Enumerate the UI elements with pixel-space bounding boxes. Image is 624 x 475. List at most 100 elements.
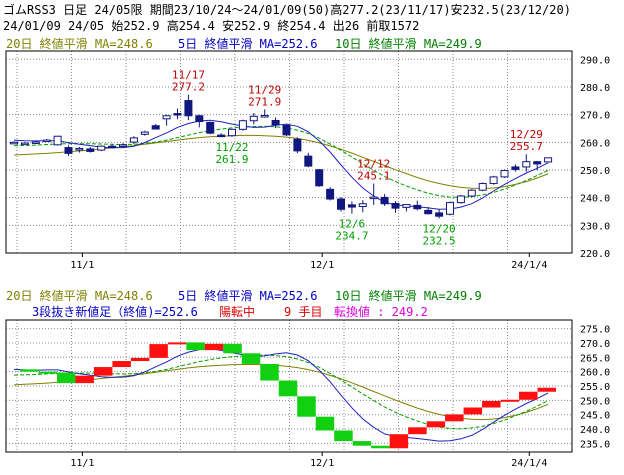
line-break-brick [223, 343, 242, 354]
top-grid [6, 51, 572, 254]
bottom-x-tick-label: 24/1/4 [511, 458, 547, 469]
bottom-y-tick-label: 250.0 [580, 396, 610, 407]
line-break-brick [297, 396, 316, 417]
candle-body [478, 183, 487, 191]
bottom-x-tick-label: 12/1 [310, 458, 334, 469]
bottom-legend-reversal: 陽転中 [219, 304, 255, 319]
line-break-brick [371, 445, 390, 449]
line-break-brick [519, 391, 538, 400]
line-break-brick [445, 414, 464, 422]
candle-body [456, 195, 465, 204]
candle-body [140, 131, 149, 135]
annotation-date: 12/12 [357, 158, 390, 171]
top-y-tick-label: 290.0 [580, 55, 610, 66]
bottom-y-tick-label: 245.0 [580, 411, 610, 422]
bottom-y-tick-label: 240.0 [580, 425, 610, 436]
top-x-tick-label: 12/1 [310, 260, 334, 271]
candle-body [42, 139, 51, 143]
bottom-ma5-line [13, 348, 549, 442]
candle-body [151, 125, 160, 130]
top-x-tick-label: 24/1/4 [511, 260, 547, 271]
line-break-brick [20, 369, 39, 372]
header-line-1: ゴムRSS3 日足 24/05限 期間23/10/24～24/01/09(50)… [3, 2, 571, 17]
candle-body [326, 188, 335, 200]
candle-body [75, 147, 84, 151]
top-y-tick-label: 280.0 [580, 83, 610, 94]
top-axes: 290.0 280.0 270.0 260.0 250.0 240.0 230.0 220.0… [70, 55, 610, 271]
bottom-ma10-line [13, 354, 549, 430]
line-break-brick [352, 441, 372, 446]
candle-body [129, 137, 138, 143]
top-legend-ma10: 10日 終値平滑 MA=249.9 [335, 36, 482, 51]
annotation-value: 245.1 [357, 170, 390, 183]
bottom-plot [13, 342, 556, 449]
candle-body [500, 170, 509, 178]
candle-body [217, 134, 226, 138]
bottom-y-tick-label: 265.0 [580, 353, 610, 364]
top-plot-frame [5, 50, 573, 254]
annotation-date: 12/29 [510, 128, 543, 141]
line-break-brick [408, 427, 427, 435]
candle-body [489, 176, 498, 185]
top-x-tick-label: 11/1 [70, 260, 94, 271]
candle-body [391, 202, 400, 209]
annotation-value: 234.7 [335, 230, 368, 243]
bottom-legend-ma5: 5日 終値平滑 MA=252.6 [178, 288, 317, 303]
bottom-plot-frame [5, 319, 573, 453]
line-break-brick [537, 387, 556, 392]
bottom-y-tick-label: 260.0 [580, 368, 610, 379]
line-break-brick [389, 434, 409, 449]
line-break-brick [204, 343, 224, 351]
annotation-value: 261.9 [215, 153, 248, 166]
candle-body [282, 124, 291, 136]
line-break-brick [130, 357, 150, 362]
annotation-date: 11/22 [215, 141, 248, 154]
candle-body [424, 209, 433, 215]
line-break-brick [334, 430, 353, 442]
candle-body [347, 204, 356, 208]
candle-body [533, 161, 542, 165]
line-break-brick [38, 371, 57, 374]
bottom-legend-count: 9 手目 [284, 305, 322, 319]
candle-body [31, 141, 40, 145]
candle-body [522, 161, 531, 168]
line-break-brick [463, 407, 483, 415]
candle-body [119, 144, 127, 147]
line-break-brick [500, 399, 520, 402]
bottom-y-tick-label: 235.0 [580, 439, 610, 450]
candle-body [293, 138, 302, 152]
bottom-x-tick-label: 11/1 [70, 458, 94, 469]
candle-body [402, 204, 411, 208]
line-break-brick [167, 342, 187, 345]
line-break-brick [149, 344, 168, 358]
annotation-value: 277.2 [172, 81, 205, 94]
candle-body [53, 135, 62, 146]
candle-body [10, 141, 18, 145]
top-y-tick-label: 230.0 [580, 221, 610, 232]
candle-body [206, 121, 215, 134]
candle-body [238, 120, 247, 130]
top-y-tick-label: 260.0 [580, 138, 610, 149]
candle-body [358, 203, 367, 208]
annotation-date: 11/17 [172, 69, 205, 82]
line-break-brick [241, 353, 261, 364]
candle-body [228, 128, 236, 137]
candle-body [511, 166, 520, 170]
bottom-y-tick-label: 255.0 [580, 382, 610, 393]
candle-body [271, 119, 280, 126]
candle-body [435, 212, 444, 217]
bottom-legend-ma10: 10日 終値平滑 MA=249.9 [335, 288, 482, 303]
bottom-axes: 275.0 270.0 265.0 260.0 255.0 250.0 245.0 240.0… [70, 325, 610, 469]
candle-body [20, 142, 29, 146]
line-break-brick [482, 400, 501, 408]
bottom-y-tick-label: 270.0 [580, 339, 610, 350]
bottom-legend-turn: 転換値 : 249.2 [334, 304, 428, 319]
bottom-legend-kagi: 3段抜き新値足（終値)=252.6 [32, 304, 198, 319]
annotation-date: 12/6 [339, 218, 366, 231]
line-break-brick [56, 372, 76, 384]
bottom-y-tick-label: 275.0 [580, 325, 610, 336]
candle-body [380, 196, 389, 205]
line-break-brick [315, 416, 335, 431]
